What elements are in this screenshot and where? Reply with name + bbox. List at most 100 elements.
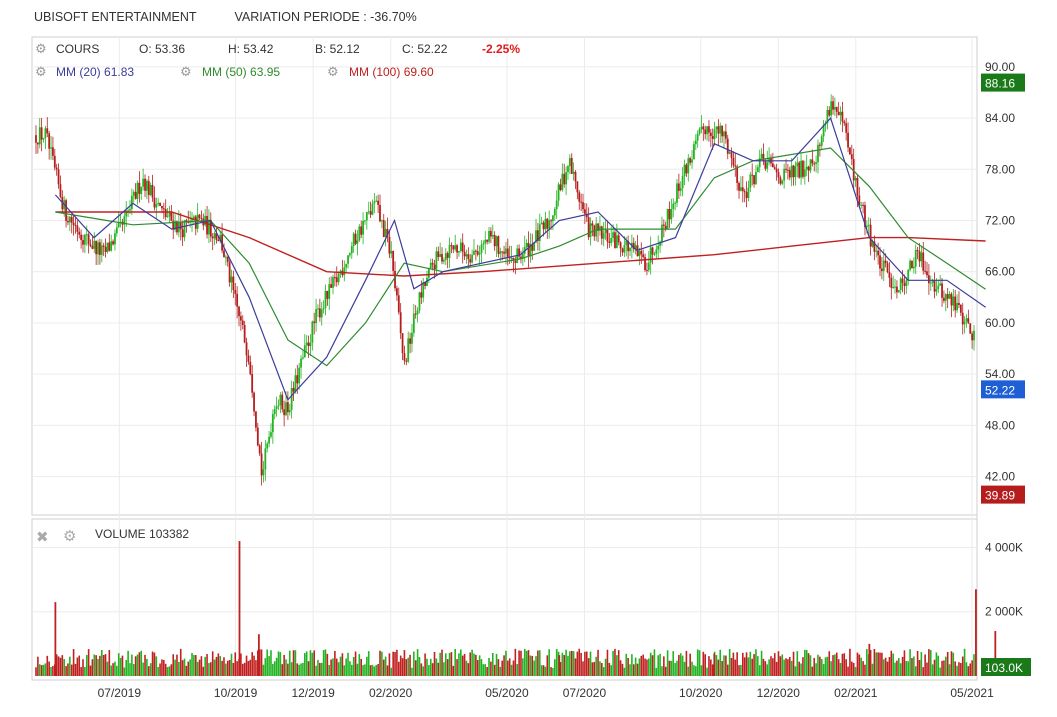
volume-bar [691, 661, 693, 676]
volume-bar [655, 667, 658, 676]
volume-bar [676, 660, 678, 676]
volume-bar [134, 656, 137, 676]
gear-icon[interactable]: ⚙ [327, 64, 339, 79]
volume-bar [538, 650, 541, 676]
candle-body [621, 248, 624, 253]
candle-body [788, 170, 791, 178]
candle-body [343, 267, 346, 276]
candle-body [505, 248, 507, 254]
volume-bar [516, 664, 519, 676]
gear-icon[interactable]: ⚙ [35, 41, 47, 56]
candle-body [59, 184, 62, 197]
candle-body [399, 312, 402, 334]
volume-bar [505, 650, 507, 676]
candle-body [243, 325, 246, 343]
price-tick-label: 78.00 [985, 162, 1015, 176]
candle-body [773, 167, 776, 169]
candle-body [390, 250, 393, 254]
volume-bar [813, 657, 816, 676]
candle-body [349, 253, 351, 256]
candle-body [512, 257, 515, 261]
volume-bar [882, 659, 885, 676]
volume-bar [678, 654, 680, 676]
volume-bar [747, 657, 750, 676]
candle-body [771, 163, 774, 168]
candle-body [106, 242, 109, 252]
candle-body [476, 251, 479, 255]
volume-bar [576, 651, 579, 676]
gear-icon[interactable]: ⚙ [180, 64, 192, 79]
volume-bar [916, 650, 919, 676]
volume-bar [211, 651, 214, 676]
gear-icon[interactable]: ⚙ [63, 528, 76, 545]
candle-body [849, 147, 851, 155]
candle-body [347, 255, 349, 264]
volume-bar [367, 651, 370, 676]
candle-body [907, 269, 910, 281]
candle-body [377, 200, 380, 205]
candle-body [520, 256, 522, 259]
candle-body [471, 254, 474, 263]
volume-bar [563, 654, 566, 676]
candle-body [108, 242, 111, 251]
volume-bar [497, 659, 500, 676]
volume-bar [144, 654, 146, 676]
candle-body [741, 187, 744, 192]
candle-body [439, 254, 442, 258]
volume-bar [414, 660, 417, 676]
volume-bar [110, 665, 112, 676]
volume-bar [155, 656, 158, 676]
volume-bar [275, 657, 278, 676]
price-tick-label: 42.00 [985, 470, 1015, 484]
volume-bar [619, 660, 622, 676]
volume-bar [569, 651, 571, 676]
candle-body [843, 121, 846, 124]
candle-body [542, 222, 545, 230]
gear-icon[interactable]: ⚙ [35, 64, 47, 79]
candle-body [589, 223, 592, 238]
volume-bar [121, 655, 124, 676]
candle-body [796, 162, 799, 167]
volume-bar [418, 657, 421, 676]
candle-body [236, 293, 239, 307]
candle-body [576, 181, 579, 193]
volume-bar [888, 657, 891, 676]
candle-body [612, 232, 614, 239]
volume-bar [508, 658, 511, 676]
volume-bar [790, 660, 793, 676]
candle-body [927, 275, 930, 284]
candle-body [459, 242, 462, 252]
volume-bar [226, 660, 229, 676]
candle-body [418, 292, 421, 311]
candle-body [698, 128, 701, 134]
candle-body [529, 244, 532, 257]
volume-bar [614, 648, 616, 676]
candle-body [664, 225, 667, 230]
close-icon[interactable]: ✖ [36, 529, 49, 546]
volume-bar [360, 658, 362, 676]
volume-bar [352, 657, 355, 676]
volume-bar [587, 658, 590, 676]
candle-body [574, 171, 577, 182]
volume-bar [294, 650, 297, 676]
volume-bar [296, 663, 299, 676]
candle-body [600, 226, 603, 239]
volume-bar [243, 662, 246, 676]
candle-body [805, 166, 808, 170]
candle-body [241, 320, 244, 326]
volume-bar [612, 650, 614, 676]
volume-bar [279, 652, 282, 676]
volume-bar [38, 664, 41, 676]
volume-bar [601, 663, 603, 676]
volume-bar [809, 655, 812, 676]
volume-bar [164, 663, 167, 676]
volume-bar [741, 652, 744, 676]
volume-bar [640, 655, 643, 676]
volume-bar [852, 662, 855, 676]
volume-bar [779, 656, 782, 676]
volume-bar [644, 658, 646, 676]
candle-body [568, 157, 571, 167]
candle-body [495, 236, 498, 247]
candle-body [151, 184, 154, 198]
volume-tick-label: 2 000K [985, 605, 1023, 619]
